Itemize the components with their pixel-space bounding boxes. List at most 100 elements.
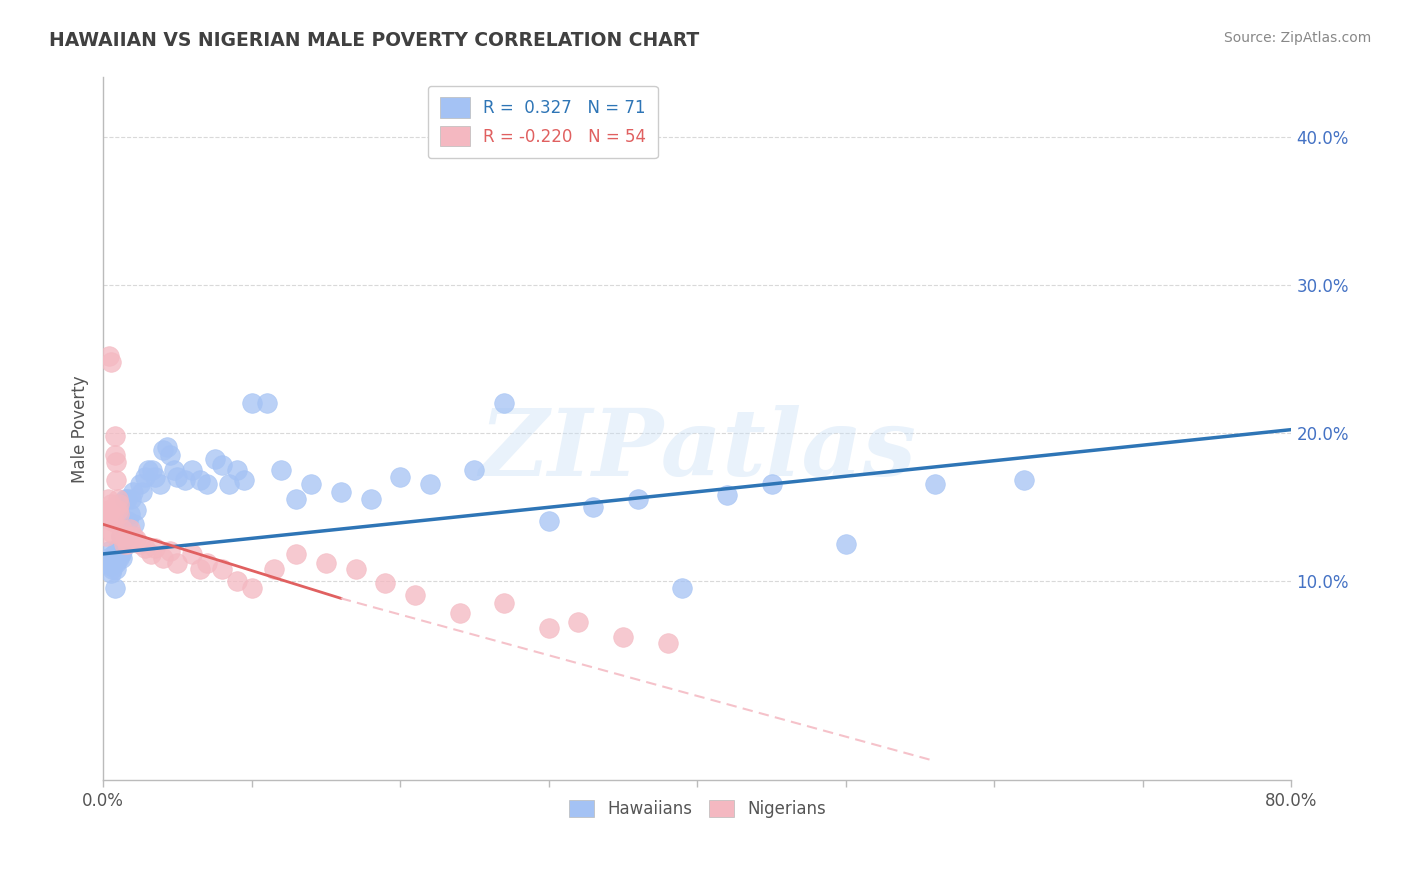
Point [181, 547, 204, 561]
Point [108, 497, 131, 511]
Point [163, 462, 186, 476]
Point [152, 443, 174, 458]
Point [103, 547, 125, 561]
Point [159, 544, 181, 558]
Point [98, 544, 121, 558]
Point [103, 556, 125, 570]
Point [107, 502, 129, 516]
Point [108, 507, 131, 521]
Point [111, 551, 134, 566]
Point [761, 477, 783, 491]
Point [329, 484, 352, 499]
Point [285, 492, 308, 507]
Point [117, 529, 139, 543]
Point [105, 455, 128, 469]
Point [97, 502, 120, 516]
Point [612, 630, 634, 644]
Point [159, 448, 181, 462]
Point [374, 576, 396, 591]
Point [141, 462, 163, 476]
Point [101, 562, 124, 576]
Point [344, 562, 367, 576]
Point [129, 477, 152, 491]
Point [104, 428, 127, 442]
Point [537, 621, 560, 635]
Point [143, 470, 166, 484]
Point [188, 562, 211, 576]
Point [105, 473, 128, 487]
Point [105, 562, 128, 576]
Point [108, 551, 131, 566]
Point [121, 529, 143, 543]
Point [103, 502, 125, 516]
Point [204, 452, 226, 467]
Point [100, 497, 122, 511]
Point [582, 500, 605, 514]
Point [117, 514, 139, 528]
Point [143, 541, 166, 555]
Point [233, 473, 256, 487]
Point [114, 529, 136, 543]
Point [94, 529, 117, 543]
Point [139, 547, 162, 561]
Point [389, 470, 412, 484]
Point [627, 492, 650, 507]
Point [195, 556, 218, 570]
Point [173, 473, 195, 487]
Point [100, 354, 122, 368]
Point [225, 574, 247, 588]
Point [129, 536, 152, 550]
Point [315, 556, 337, 570]
Point [419, 477, 441, 491]
Point [118, 507, 141, 521]
Point [166, 470, 188, 484]
Point [104, 547, 127, 561]
Point [103, 514, 125, 528]
Point [195, 477, 218, 491]
Point [263, 562, 285, 576]
Point [111, 544, 134, 558]
Point [104, 448, 127, 462]
Point [107, 547, 129, 561]
Point [360, 492, 382, 507]
Point [110, 529, 132, 543]
Point [148, 477, 170, 491]
Point [100, 566, 122, 581]
Point [166, 556, 188, 570]
Point [256, 396, 278, 410]
Point [494, 596, 516, 610]
Point [104, 581, 127, 595]
Point [567, 615, 589, 629]
Point [211, 562, 233, 576]
Point [97, 551, 120, 566]
Point [299, 477, 322, 491]
Point [98, 349, 121, 363]
Point [110, 529, 132, 543]
Point [449, 606, 471, 620]
Point [1012, 473, 1035, 487]
Point [114, 492, 136, 507]
Point [125, 532, 148, 546]
Point [211, 458, 233, 472]
Point [111, 522, 134, 536]
Legend: Hawaiians, Nigerians: Hawaiians, Nigerians [562, 793, 832, 825]
Text: Source: ZipAtlas.com: Source: ZipAtlas.com [1223, 31, 1371, 45]
Point [115, 492, 138, 507]
Point [270, 462, 292, 476]
Point [134, 541, 156, 555]
Text: ZIPatlas: ZIPatlas [479, 405, 915, 495]
Point [118, 522, 141, 536]
Y-axis label: Male Poverty: Male Poverty [72, 375, 89, 483]
Point [107, 492, 129, 507]
Point [537, 514, 560, 528]
Point [114, 532, 136, 546]
Point [125, 502, 148, 516]
Point [100, 558, 122, 573]
Point [120, 492, 142, 507]
Point [156, 441, 179, 455]
Point [97, 492, 120, 507]
Text: HAWAIIAN VS NIGERIAN MALE POVERTY CORRELATION CHART: HAWAIIAN VS NIGERIAN MALE POVERTY CORREL… [49, 31, 699, 50]
Point [112, 532, 135, 546]
Point [657, 636, 679, 650]
Point [835, 536, 858, 550]
